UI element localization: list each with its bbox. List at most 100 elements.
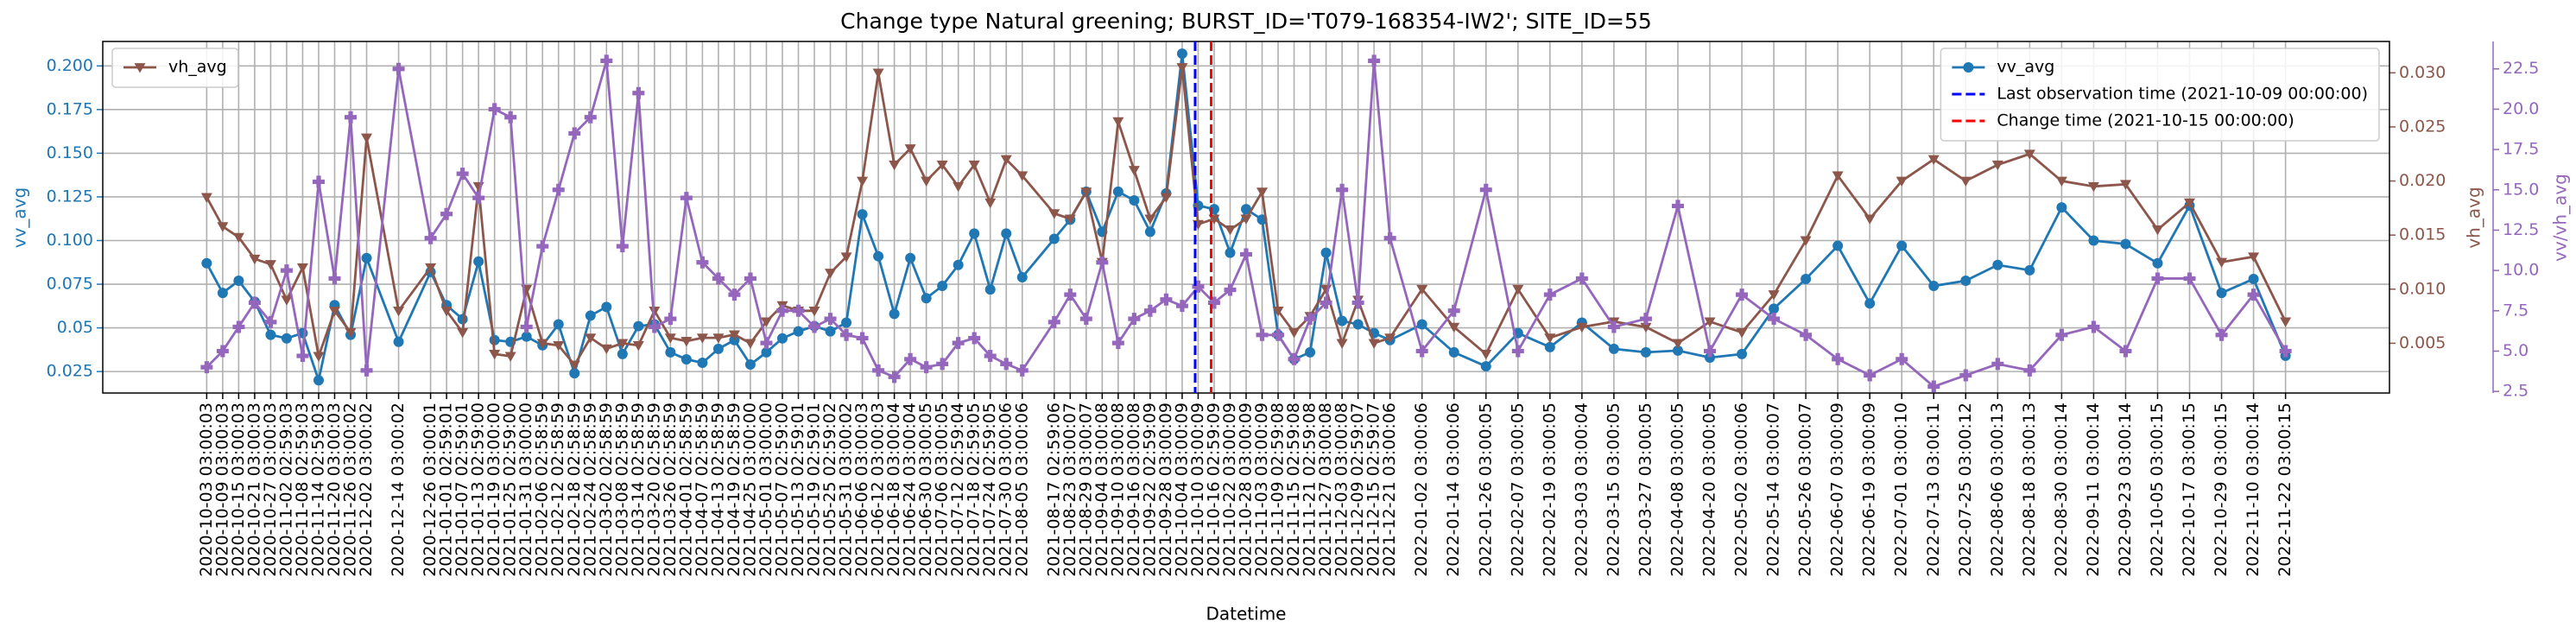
marker xyxy=(1543,288,1556,301)
x-tick-label: 2022-11-10 03:00:14 xyxy=(2244,403,2263,577)
marker xyxy=(1416,319,1427,330)
marker xyxy=(2216,288,2227,299)
marker xyxy=(1112,186,1123,197)
marker xyxy=(1672,345,1683,356)
marker xyxy=(969,228,980,239)
x-tick-label: 2021-08-05 03:00:06 xyxy=(1012,403,1031,577)
x-tick-label: 2021-02-18 02:58:59 xyxy=(565,403,584,577)
marker xyxy=(1963,62,1974,73)
marker xyxy=(216,345,229,358)
marker xyxy=(793,326,804,337)
marker xyxy=(1129,194,1140,206)
marker xyxy=(1384,333,1396,344)
y-tick-label: 0.075 xyxy=(47,275,93,294)
marker xyxy=(857,176,869,187)
marker xyxy=(1864,369,1877,382)
x-tick-label: 2021-01-25 02:59:00 xyxy=(501,403,520,577)
marker xyxy=(953,259,964,270)
x-tick-label: 2020-11-08 02:59:03 xyxy=(293,403,312,577)
marker xyxy=(2216,257,2228,268)
marker xyxy=(712,272,725,285)
marker xyxy=(2248,273,2259,284)
marker xyxy=(1575,272,1588,285)
marker xyxy=(600,344,612,355)
marker xyxy=(1864,298,1876,309)
marker xyxy=(889,308,900,320)
marker xyxy=(617,339,629,349)
marker xyxy=(360,364,373,377)
marker xyxy=(1383,231,1396,244)
x-tick-label: 2022-08-06 03:00:13 xyxy=(1988,403,2007,577)
marker xyxy=(825,269,837,279)
y3-tick-label: 2.5 xyxy=(2503,382,2529,401)
marker xyxy=(1351,296,1364,309)
y-tick-label: 0.200 xyxy=(47,56,93,75)
x-tick-label: 2022-01-02 03:00:06 xyxy=(1412,403,1431,577)
marker xyxy=(2119,345,2132,358)
marker xyxy=(1832,171,1844,181)
marker xyxy=(824,313,837,326)
marker xyxy=(792,304,805,317)
marker xyxy=(616,240,629,253)
marker xyxy=(440,207,453,220)
x-tick-label: 2021-09-04 03:00:08 xyxy=(1092,403,1111,577)
x-tick-label: 2020-10-27 03:00:03 xyxy=(261,403,280,577)
x-tick-label: 2022-05-26 03:00:07 xyxy=(1796,403,1815,577)
marker xyxy=(1352,319,1364,330)
x-tick-label: 2020-10-09 03:00:03 xyxy=(212,403,231,577)
x-tick-label: 2021-04-07 02:58:59 xyxy=(693,403,712,577)
marker xyxy=(776,333,788,344)
marker xyxy=(536,240,549,253)
y3-tick-label: 12.5 xyxy=(2503,220,2539,239)
legend: vv_avg Last observation time (2021-10-09 … xyxy=(1940,48,2380,142)
marker xyxy=(2248,252,2260,263)
x-tick-label: 2021-12-09 02:59:07 xyxy=(1348,403,1367,577)
marker xyxy=(888,371,901,384)
marker xyxy=(248,296,261,309)
y3-tick-label: 20.0 xyxy=(2503,99,2539,118)
marker xyxy=(1047,315,1060,328)
x-tick-label: 2020-11-14 02:59:03 xyxy=(308,403,327,577)
x-tick-label: 2021-07-24 02:59:05 xyxy=(980,403,999,577)
x-tick-label: 2021-06-12 03:00:03 xyxy=(869,403,888,577)
y-tick-label: 0.05 xyxy=(57,318,93,337)
y2-tick-label: 0.030 xyxy=(2399,63,2446,82)
x-tick-label: 2021-11-27 03:00:08 xyxy=(1316,403,1335,577)
x-tick-label: 2021-02-12 02:58:59 xyxy=(548,403,567,577)
x-tick-label: 2022-01-14 03:00:06 xyxy=(1444,403,1463,577)
marker xyxy=(1639,313,1652,326)
marker xyxy=(1320,247,1332,258)
marker xyxy=(1992,259,2003,270)
marker xyxy=(1640,346,1651,358)
x-tick-label: 2020-10-15 03:00:03 xyxy=(229,403,248,577)
marker xyxy=(921,293,932,304)
marker xyxy=(856,332,869,345)
marker xyxy=(1832,240,1844,251)
marker xyxy=(1128,166,1140,176)
plot-frame xyxy=(102,41,2390,394)
marker xyxy=(600,54,613,67)
x-tick-label: 2021-05-31 03:00:02 xyxy=(837,403,856,577)
y3-tick-label: 7.5 xyxy=(2503,301,2529,320)
marker xyxy=(1448,322,1460,333)
marker xyxy=(1896,240,1908,251)
y-tick-label: 0.125 xyxy=(47,187,93,206)
x-tick-label: 2020-11-20 03:00:03 xyxy=(325,403,344,577)
marker xyxy=(905,252,916,263)
marker xyxy=(553,319,564,330)
marker xyxy=(1016,364,1029,377)
x-tick-label: 2022-07-13 03:00:11 xyxy=(1924,403,1943,577)
x-tick-label: 2022-10-17 03:00:15 xyxy=(2180,403,2199,577)
marker xyxy=(1224,225,1236,236)
marker xyxy=(569,368,580,379)
x-tick-label: 2022-03-27 03:00:05 xyxy=(1636,403,1655,577)
y2-axis-label: vh_avg xyxy=(2464,187,2484,248)
marker xyxy=(761,346,772,358)
marker xyxy=(488,103,501,116)
x-tick-label: 2022-04-20 03:00:05 xyxy=(1700,403,1719,577)
marker xyxy=(1368,54,1381,67)
x-tick-label: 2022-05-14 03:00:07 xyxy=(1764,403,1783,577)
marker xyxy=(2088,235,2099,246)
x-tick-label: 2020-10-03 03:00:03 xyxy=(197,403,216,577)
